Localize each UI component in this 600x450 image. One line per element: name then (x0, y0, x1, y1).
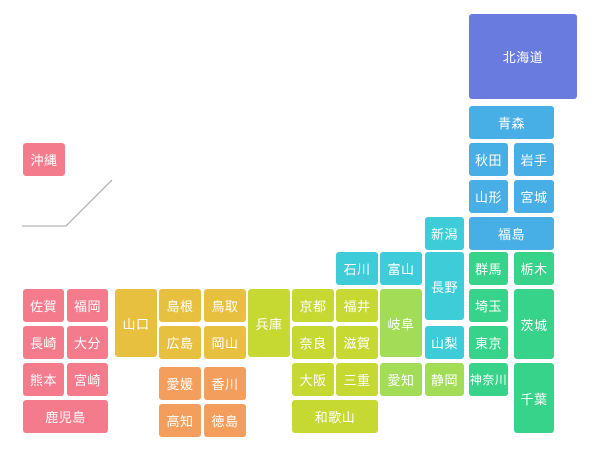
prefecture-ehime[interactable]: 愛媛 (159, 367, 201, 400)
prefecture-shimane[interactable]: 島根 (159, 289, 201, 322)
prefecture-kochi[interactable]: 高知 (159, 404, 201, 437)
prefecture-shizuoka[interactable]: 静岡 (425, 363, 464, 396)
prefecture-ishikawa[interactable]: 石川 (336, 252, 378, 285)
prefecture-kagoshima[interactable]: 鹿児島 (23, 400, 108, 433)
prefecture-fukui[interactable]: 福井 (336, 289, 378, 322)
prefecture-kyoto[interactable]: 京都 (292, 289, 334, 322)
prefecture-tochigi[interactable]: 栃木 (514, 252, 554, 285)
prefecture-hyogo[interactable]: 兵庫 (248, 289, 290, 357)
prefecture-kanagawa[interactable]: 神奈川 (469, 363, 508, 396)
prefecture-fukuoka[interactable]: 福岡 (67, 289, 108, 322)
prefecture-tottori[interactable]: 鳥取 (204, 289, 246, 322)
prefecture-tokyo[interactable]: 東京 (469, 326, 508, 359)
prefecture-niigata[interactable]: 新潟 (425, 217, 464, 250)
prefecture-yamagata[interactable]: 山形 (469, 180, 508, 213)
prefecture-tokushima[interactable]: 徳島 (204, 404, 246, 437)
prefecture-okayama[interactable]: 岡山 (204, 326, 246, 359)
prefecture-miyazaki[interactable]: 宮崎 (67, 363, 108, 396)
prefecture-saga[interactable]: 佐賀 (23, 289, 64, 322)
prefecture-hokkaido[interactable]: 北海道 (469, 14, 577, 99)
prefecture-iwate[interactable]: 岩手 (514, 143, 554, 176)
prefecture-nagasaki[interactable]: 長崎 (23, 326, 64, 359)
prefecture-mie[interactable]: 三重 (336, 363, 378, 396)
prefecture-miyagi[interactable]: 宮城 (514, 180, 554, 213)
prefecture-nagano[interactable]: 長野 (425, 252, 464, 320)
prefecture-okinawa[interactable]: 沖縄 (23, 143, 65, 176)
prefecture-nara[interactable]: 奈良 (292, 326, 334, 359)
prefecture-wakayama[interactable]: 和歌山 (292, 400, 378, 433)
prefecture-saitama[interactable]: 埼玉 (469, 289, 508, 322)
prefecture-yamanashi[interactable]: 山梨 (425, 326, 464, 359)
prefecture-yamaguchi[interactable]: 山口 (115, 289, 157, 357)
prefecture-gunma[interactable]: 群馬 (469, 252, 508, 285)
prefecture-kumamoto[interactable]: 熊本 (23, 363, 64, 396)
prefecture-shiga[interactable]: 滋賀 (336, 326, 378, 359)
prefecture-kagawa[interactable]: 香川 (204, 367, 246, 400)
prefecture-aichi[interactable]: 愛知 (380, 363, 422, 396)
prefecture-fukushima[interactable]: 福島 (469, 217, 554, 250)
prefecture-osaka[interactable]: 大阪 (292, 363, 334, 396)
prefecture-ibaraki[interactable]: 茨城 (514, 289, 554, 359)
prefecture-chiba[interactable]: 千葉 (514, 363, 554, 433)
prefecture-hiroshima[interactable]: 広島 (159, 326, 201, 359)
prefecture-oita[interactable]: 大分 (67, 326, 108, 359)
prefecture-toyama[interactable]: 富山 (380, 252, 422, 285)
prefecture-akita[interactable]: 秋田 (469, 143, 508, 176)
prefecture-aomori[interactable]: 青森 (469, 106, 554, 139)
prefecture-gifu[interactable]: 岐阜 (380, 289, 422, 357)
